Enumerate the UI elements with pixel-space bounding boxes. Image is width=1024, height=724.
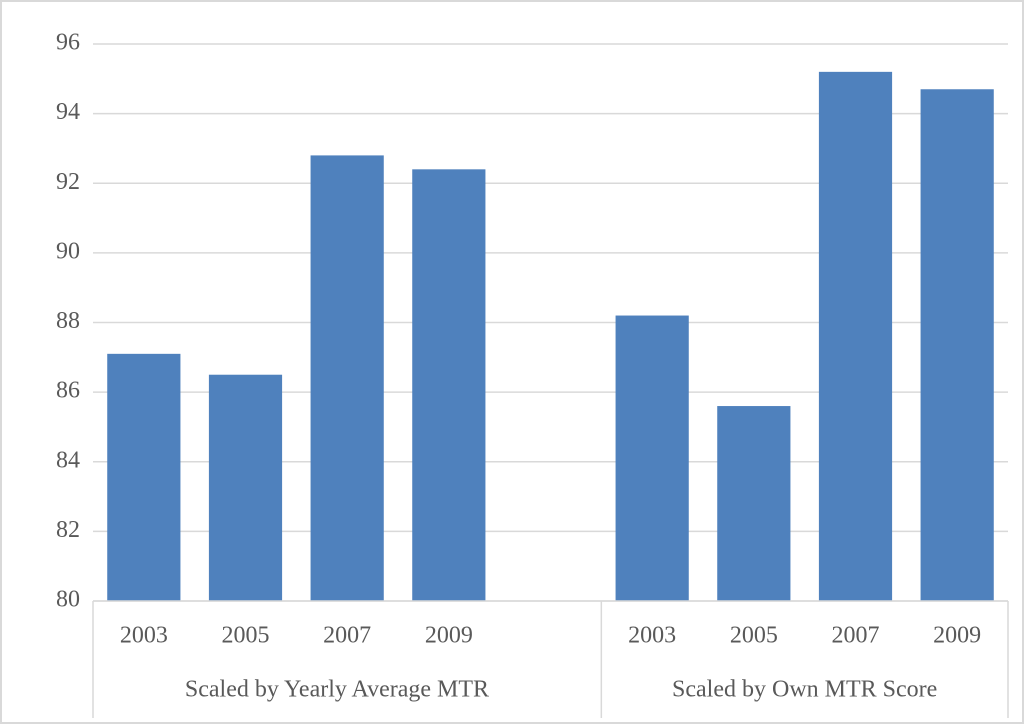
x-tick-label: 2007 [323,623,371,649]
bar [208,374,283,601]
bar [818,71,893,602]
y-tick-label: 92 [56,169,80,195]
y-tick-label: 84 [56,447,80,473]
y-tick-label: 86 [56,378,80,404]
y-tick-label: 90 [56,238,80,264]
x-tick-label: 2005 [730,623,778,649]
y-tick-label: 80 [56,587,80,613]
x-tick-label: 2005 [222,623,270,649]
bar [412,169,486,601]
group-label: Scaled by Own MTR Score [672,677,937,703]
bar [310,155,384,601]
y-tick-label: 96 [56,30,80,56]
bar [717,406,791,601]
x-tick-label: 2009 [425,623,473,649]
bar [920,89,994,601]
x-tick-label: 2009 [933,623,981,649]
y-tick-label: 94 [56,99,80,125]
x-tick-label: 2007 [832,623,880,649]
bar [107,353,181,601]
group-label: Scaled by Yearly Average MTR [185,677,489,703]
x-tick-label: 2003 [120,623,168,649]
y-tick-label: 82 [56,517,80,543]
y-tick-label: 88 [56,308,80,334]
bar [615,315,689,601]
x-tick-label: 2003 [628,623,676,649]
